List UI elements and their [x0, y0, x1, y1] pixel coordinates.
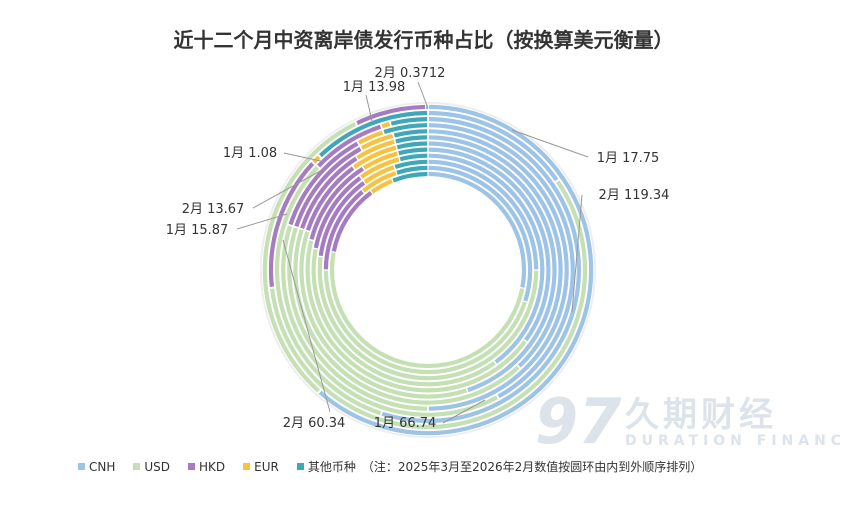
- data-label: 2月 119.34: [599, 188, 670, 203]
- ring-segment-2025-07-EUR[interactable]: [362, 151, 398, 170]
- ring-segment-2025-11-HKD[interactable]: [288, 141, 359, 226]
- legend: CNH USD HKD EUR 其他币种 （注：2025年3月至2026年2月数值…: [78, 458, 702, 475]
- legend-item[interactable]: USD: [133, 460, 170, 474]
- ring-segment-2025-03-HKD[interactable]: [331, 190, 373, 252]
- ring-segment-2025-06-USD[interactable]: [311, 248, 496, 387]
- ring-segment-2025-03-USD[interactable]: [329, 252, 525, 369]
- label-leader-line: [571, 194, 583, 313]
- ring-segment-2025-04-CNH[interactable]: [428, 165, 533, 302]
- ring-segment-2025-07-CNH[interactable]: [428, 147, 551, 342]
- ring-shadow: [259, 101, 597, 439]
- chart-title: 近十二个月中资离岸债发行币种占比（按换算美元衡量）: [173, 28, 674, 52]
- data-label: 1月 15.87: [166, 223, 229, 238]
- data-label: 1月 13.98: [343, 80, 406, 95]
- label-leader-line: [236, 213, 288, 230]
- data-label: 1月 1.08: [223, 146, 277, 161]
- ring-segment-2025-05-USD[interactable]: [317, 256, 539, 381]
- label-leader-line: [365, 94, 373, 122]
- ring-segment-2025-05-EUR[interactable]: [363, 165, 395, 184]
- ring-segment-2025-08-其他币种[interactable]: [396, 141, 428, 150]
- ring-segment-2025-12-USD[interactable]: [275, 165, 382, 416]
- ring-segment-2026-01-EUR[interactable]: [312, 155, 321, 164]
- ring-segment-2025-08-EUR[interactable]: [353, 145, 397, 169]
- ring-segment-2026-02-CNH[interactable]: [318, 104, 594, 436]
- ring-segment-2025-06-HKD[interactable]: [313, 176, 362, 249]
- ring-segment-2025-06-CNH[interactable]: [428, 153, 545, 364]
- ring-segment-2025-05-HKD[interactable]: [318, 181, 366, 257]
- ring-segment-2025-09-USD[interactable]: [293, 229, 520, 405]
- ring-segment-2025-09-其他币种[interactable]: [395, 135, 428, 144]
- ring-segment-2025-09-HKD[interactable]: [300, 156, 358, 229]
- data-label: 1月 17.75: [597, 151, 660, 166]
- ring-segment-2025-03-其他币种[interactable]: [392, 171, 428, 183]
- ring-segment-2025-04-其他币种[interactable]: [396, 165, 428, 175]
- ring-segment-2025-04-HKD[interactable]: [323, 190, 364, 270]
- ring-segment-2026-01-其他币种[interactable]: [318, 110, 428, 158]
- ring-segment-2025-12-EUR[interactable]: [381, 122, 391, 129]
- data-label: 2月 0.3712: [375, 66, 446, 81]
- ring-segment-2025-07-HKD[interactable]: [309, 166, 365, 240]
- legend-item[interactable]: CNH: [78, 460, 115, 474]
- ring-segment-2025-06-EUR[interactable]: [360, 157, 400, 179]
- legend-item[interactable]: HKD: [188, 460, 225, 474]
- ring-segment-2025-03-CNH[interactable]: [428, 171, 527, 288]
- ring-segment-2025-11-EUR[interactable]: [358, 130, 384, 145]
- ring-segment-2025-08-CNH[interactable]: [428, 141, 557, 393]
- ring-segment-2025-08-USD[interactable]: [299, 230, 468, 399]
- ring-segment-2025-04-USD[interactable]: [323, 270, 527, 375]
- ring-segment-2026-02-USD[interactable]: [262, 122, 357, 393]
- data-label: 1月 66.74: [374, 416, 437, 431]
- ring-segment-2026-01-CNH[interactable]: [428, 110, 559, 182]
- ring-segment-2026-02-HKD[interactable]: [356, 104, 426, 125]
- ring-segment-2025-11-CNH[interactable]: [428, 123, 575, 399]
- ring-segment-2025-10-其他币种[interactable]: [393, 129, 428, 138]
- label-leader-line: [442, 399, 486, 424]
- ring-segment-2025-12-其他币种[interactable]: [390, 117, 428, 126]
- ring-segment-2025-04-EUR[interactable]: [362, 171, 397, 193]
- label-leader-line: [511, 129, 589, 158]
- ring-segment-2025-08-HKD[interactable]: [305, 166, 355, 231]
- label-leader-line: [282, 239, 331, 413]
- ring-segment-2025-11-其他币种[interactable]: [383, 123, 428, 135]
- ring-segment-2025-07-其他币种[interactable]: [398, 147, 428, 156]
- legend-item[interactable]: EUR: [243, 460, 279, 474]
- ring-segment-2025-09-EUR[interactable]: [356, 139, 395, 160]
- ring-segment-2025-09-CNH[interactable]: [428, 135, 563, 368]
- legend-item[interactable]: 其他币种 （注：2025年3月至2026年2月数值按圆环由内到外顺序排列）: [296, 458, 703, 475]
- ring-segment-2025-11-USD[interactable]: [281, 225, 498, 417]
- ring-segment-2026-01-HKD[interactable]: [268, 162, 315, 287]
- ring-segment-2025-07-USD[interactable]: [305, 240, 527, 393]
- data-label: 2月 13.67: [182, 202, 245, 217]
- ring-segment-2025-05-CNH[interactable]: [428, 159, 539, 270]
- ring-segment-2025-10-CNH[interactable]: [428, 129, 569, 411]
- ring-segment-2026-01-USD[interactable]: [270, 180, 588, 430]
- ring-segment-2025-03-EUR[interactable]: [370, 179, 393, 194]
- ring-segment-2025-10-EUR[interactable]: [360, 133, 394, 150]
- ring-segment-2025-06-其他币种[interactable]: [399, 153, 428, 162]
- ring-segment-2025-05-其他币种[interactable]: [394, 159, 428, 169]
- label-leader-line: [417, 81, 429, 109]
- ring-segment-2025-10-HKD[interactable]: [294, 147, 362, 228]
- data-label: 2月 60.34: [283, 416, 346, 431]
- label-leader-line: [252, 169, 323, 209]
- ring-segment-2025-12-CNH[interactable]: [381, 117, 581, 423]
- legend-note: （注：2025年3月至2026年2月数值按圆环由内到外顺序排列）: [361, 460, 703, 474]
- label-leader-line: [283, 152, 326, 163]
